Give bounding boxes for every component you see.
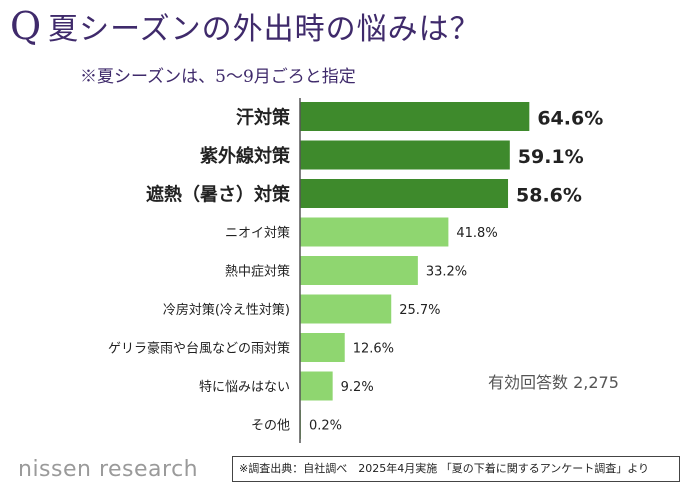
category-label-8: 特に悩みはない (199, 380, 290, 395)
value-label-1: 64.6% (537, 108, 603, 130)
category-label-6: 冷房対策(冷え性対策) (163, 302, 290, 318)
category-label-3: 遮熱（暑さ）対策 (146, 184, 291, 206)
chart-subtitle: ※夏シーズンは、5〜9月ごろと指定 (80, 67, 356, 87)
bar-2 (300, 140, 510, 170)
category-label-4: ニオイ対策 (225, 225, 290, 241)
category-label-2: 紫外線対策 (200, 145, 291, 167)
bar-chart: 汗対策 64.6% 紫外線対策 59.1% 遮熱（暑さ）対策 58.6% ニオイ対策 41.8… (108, 98, 619, 443)
category-label-1: 汗対策 (236, 107, 291, 129)
source-note: ※調査出典：自社調べ 2025年4月実施 「夏の下着に関するアンケート調査」より (232, 456, 680, 482)
bar-7 (300, 333, 345, 362)
category-label-5: 熱中症対策 (225, 264, 290, 280)
respondents-note: 有効回答数 2,275 (488, 373, 619, 392)
chart-title: Q 夏シーズンの外出時の悩みは？ (10, 4, 481, 48)
value-label-6: 25.7% (399, 303, 440, 318)
q-mark: Q (10, 4, 43, 48)
value-label-5: 33.2% (426, 265, 467, 280)
bar-5 (300, 256, 418, 285)
value-label-4: 41.8% (456, 226, 497, 241)
value-label-3: 58.6% (516, 185, 582, 207)
category-label-9: その他 (251, 419, 290, 434)
bar-3 (300, 179, 509, 208)
bar-1 (300, 102, 530, 131)
title-text: 夏シーズンの外出時の悩みは？ (48, 12, 481, 47)
value-label-7: 12.6% (353, 342, 394, 357)
value-label-9: 0.2% (309, 419, 342, 434)
brand-logo: nissen research (18, 457, 199, 482)
value-label-2: 59.1% (518, 146, 584, 168)
bar-4 (300, 217, 449, 247)
bar-6 (300, 294, 392, 324)
category-label-7: ゲリラ豪雨や台風などの雨対策 (108, 341, 290, 357)
value-label-8: 9.2% (341, 380, 374, 395)
bar-8 (300, 371, 333, 401)
